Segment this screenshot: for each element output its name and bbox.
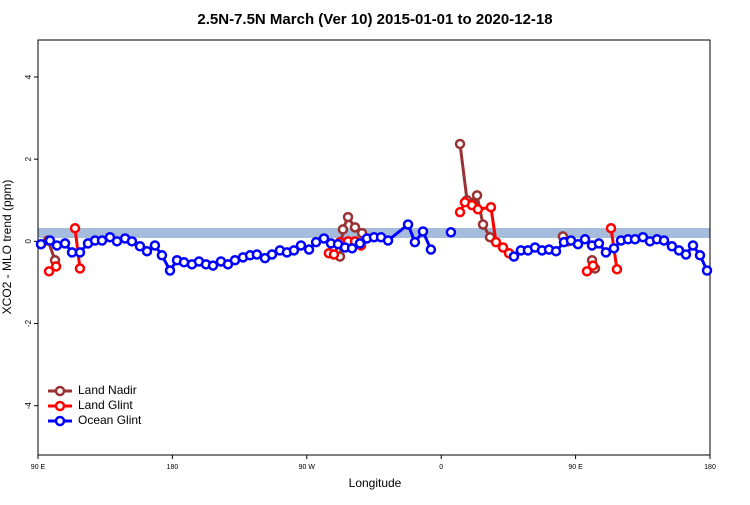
data-point xyxy=(694,250,706,261)
data-point xyxy=(346,243,358,254)
data-point xyxy=(318,233,330,244)
chart-title: 2.5N-7.5N March (Ver 10) 2015-01-01 to 2… xyxy=(197,11,552,28)
x-tick-label: 90 E xyxy=(568,464,583,471)
data-point xyxy=(472,204,484,215)
y-tick-label: -2 xyxy=(24,319,33,327)
legend-marker xyxy=(54,415,66,427)
y-tick-label: 0 xyxy=(24,239,33,244)
data-point xyxy=(593,238,605,249)
x-tick-label: 180 xyxy=(704,464,716,471)
data-point xyxy=(43,266,55,277)
data-point xyxy=(687,240,699,251)
data-point xyxy=(402,219,414,230)
data-point xyxy=(111,236,123,247)
data-point xyxy=(382,235,394,246)
data-point xyxy=(349,222,361,233)
data-point xyxy=(74,247,86,258)
data-point xyxy=(50,261,62,272)
data-point xyxy=(288,245,300,256)
x-axis-label: Longitude xyxy=(349,476,402,490)
data-point xyxy=(485,201,497,213)
data-point xyxy=(295,240,307,251)
data-point xyxy=(51,240,63,251)
data-point xyxy=(701,265,713,276)
data-point xyxy=(35,238,47,250)
legend-label: Ocean Glint xyxy=(78,413,142,427)
data-point xyxy=(454,138,466,150)
data-point xyxy=(579,234,591,245)
legend-label: Land Nadir xyxy=(78,383,137,397)
data-point xyxy=(497,242,509,253)
data-point xyxy=(44,235,56,246)
data-point xyxy=(303,244,315,255)
x-tick-label: 90 E xyxy=(31,464,46,471)
data-point xyxy=(59,238,71,249)
legend-label: Land Glint xyxy=(78,398,133,412)
data-point xyxy=(611,264,623,275)
data-point xyxy=(342,211,354,223)
data-point xyxy=(266,249,278,260)
x-tick-label: 90 W xyxy=(299,464,316,471)
data-point xyxy=(471,190,483,201)
data-point xyxy=(445,227,457,238)
data-point xyxy=(600,247,612,258)
data-point xyxy=(572,238,584,250)
data-point xyxy=(608,243,620,254)
data-point xyxy=(251,249,263,260)
x-tick-label: 0 xyxy=(439,464,443,471)
data-point xyxy=(141,245,153,257)
data-point xyxy=(156,250,168,261)
data-point xyxy=(658,235,670,246)
data-point xyxy=(126,236,138,247)
y-tick-label: 4 xyxy=(24,74,33,79)
data-point xyxy=(74,263,86,274)
x-tick-label: 180 xyxy=(167,464,179,471)
data-point xyxy=(229,254,241,266)
data-point xyxy=(409,236,421,248)
data-point xyxy=(581,266,593,277)
data-point xyxy=(454,206,466,218)
data-point xyxy=(425,244,437,255)
data-point xyxy=(417,226,429,237)
data-point xyxy=(680,249,692,260)
data-point xyxy=(164,265,176,276)
data-point xyxy=(550,245,562,257)
data-point xyxy=(477,219,489,230)
data-point xyxy=(328,249,340,260)
y-tick-label: 2 xyxy=(24,156,33,161)
data-point xyxy=(337,224,349,235)
data-point xyxy=(490,236,502,248)
data-point xyxy=(605,222,617,234)
data-point xyxy=(134,241,146,252)
legend-marker xyxy=(54,385,66,397)
data-point xyxy=(587,260,599,271)
data-point xyxy=(354,238,366,249)
data-point xyxy=(69,222,81,234)
y-axis-label: XCO2 - MLO trend (ppm) xyxy=(0,180,14,315)
y-tick-label: -4 xyxy=(24,402,33,410)
data-point xyxy=(149,240,161,251)
legend-marker xyxy=(54,400,66,412)
data-point xyxy=(310,236,322,248)
data-point xyxy=(508,251,520,262)
data-point xyxy=(207,260,219,271)
